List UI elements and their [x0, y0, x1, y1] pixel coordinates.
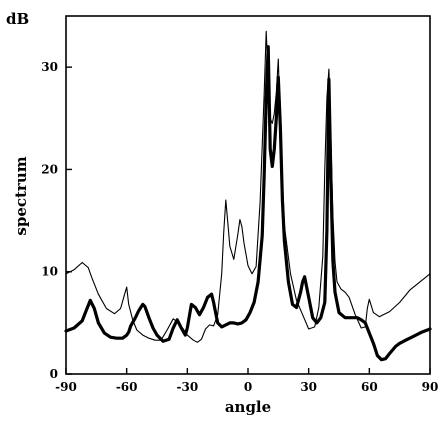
x-tick-label: 60: [361, 380, 378, 394]
x-tick-label: -90: [55, 380, 77, 394]
x-tick-label: 0: [244, 380, 252, 394]
series-line-thick: [64, 45, 432, 362]
x-tick-label: -60: [116, 380, 138, 394]
ticks: -90 -60 -30 0 30 60 90 0 10 20 30: [41, 60, 438, 394]
y-tick-label: 0: [50, 367, 58, 381]
x-axis-title: angle: [225, 398, 271, 416]
series-line-thin: [65, 30, 431, 343]
y-axis-unit-label: dB: [6, 10, 29, 28]
x-tick-label: 30: [300, 380, 317, 394]
axes: [65, 15, 431, 375]
x-tick-label: -30: [176, 380, 198, 394]
y-tick-label: 30: [41, 60, 58, 74]
y-axis-title: spectrum: [12, 156, 30, 235]
y-tick-label: 10: [41, 265, 58, 279]
x-tick-label: 90: [422, 380, 439, 394]
plot-frame: [65, 15, 431, 375]
series-group: [64, 30, 432, 362]
y-tick-label: 20: [41, 162, 58, 176]
